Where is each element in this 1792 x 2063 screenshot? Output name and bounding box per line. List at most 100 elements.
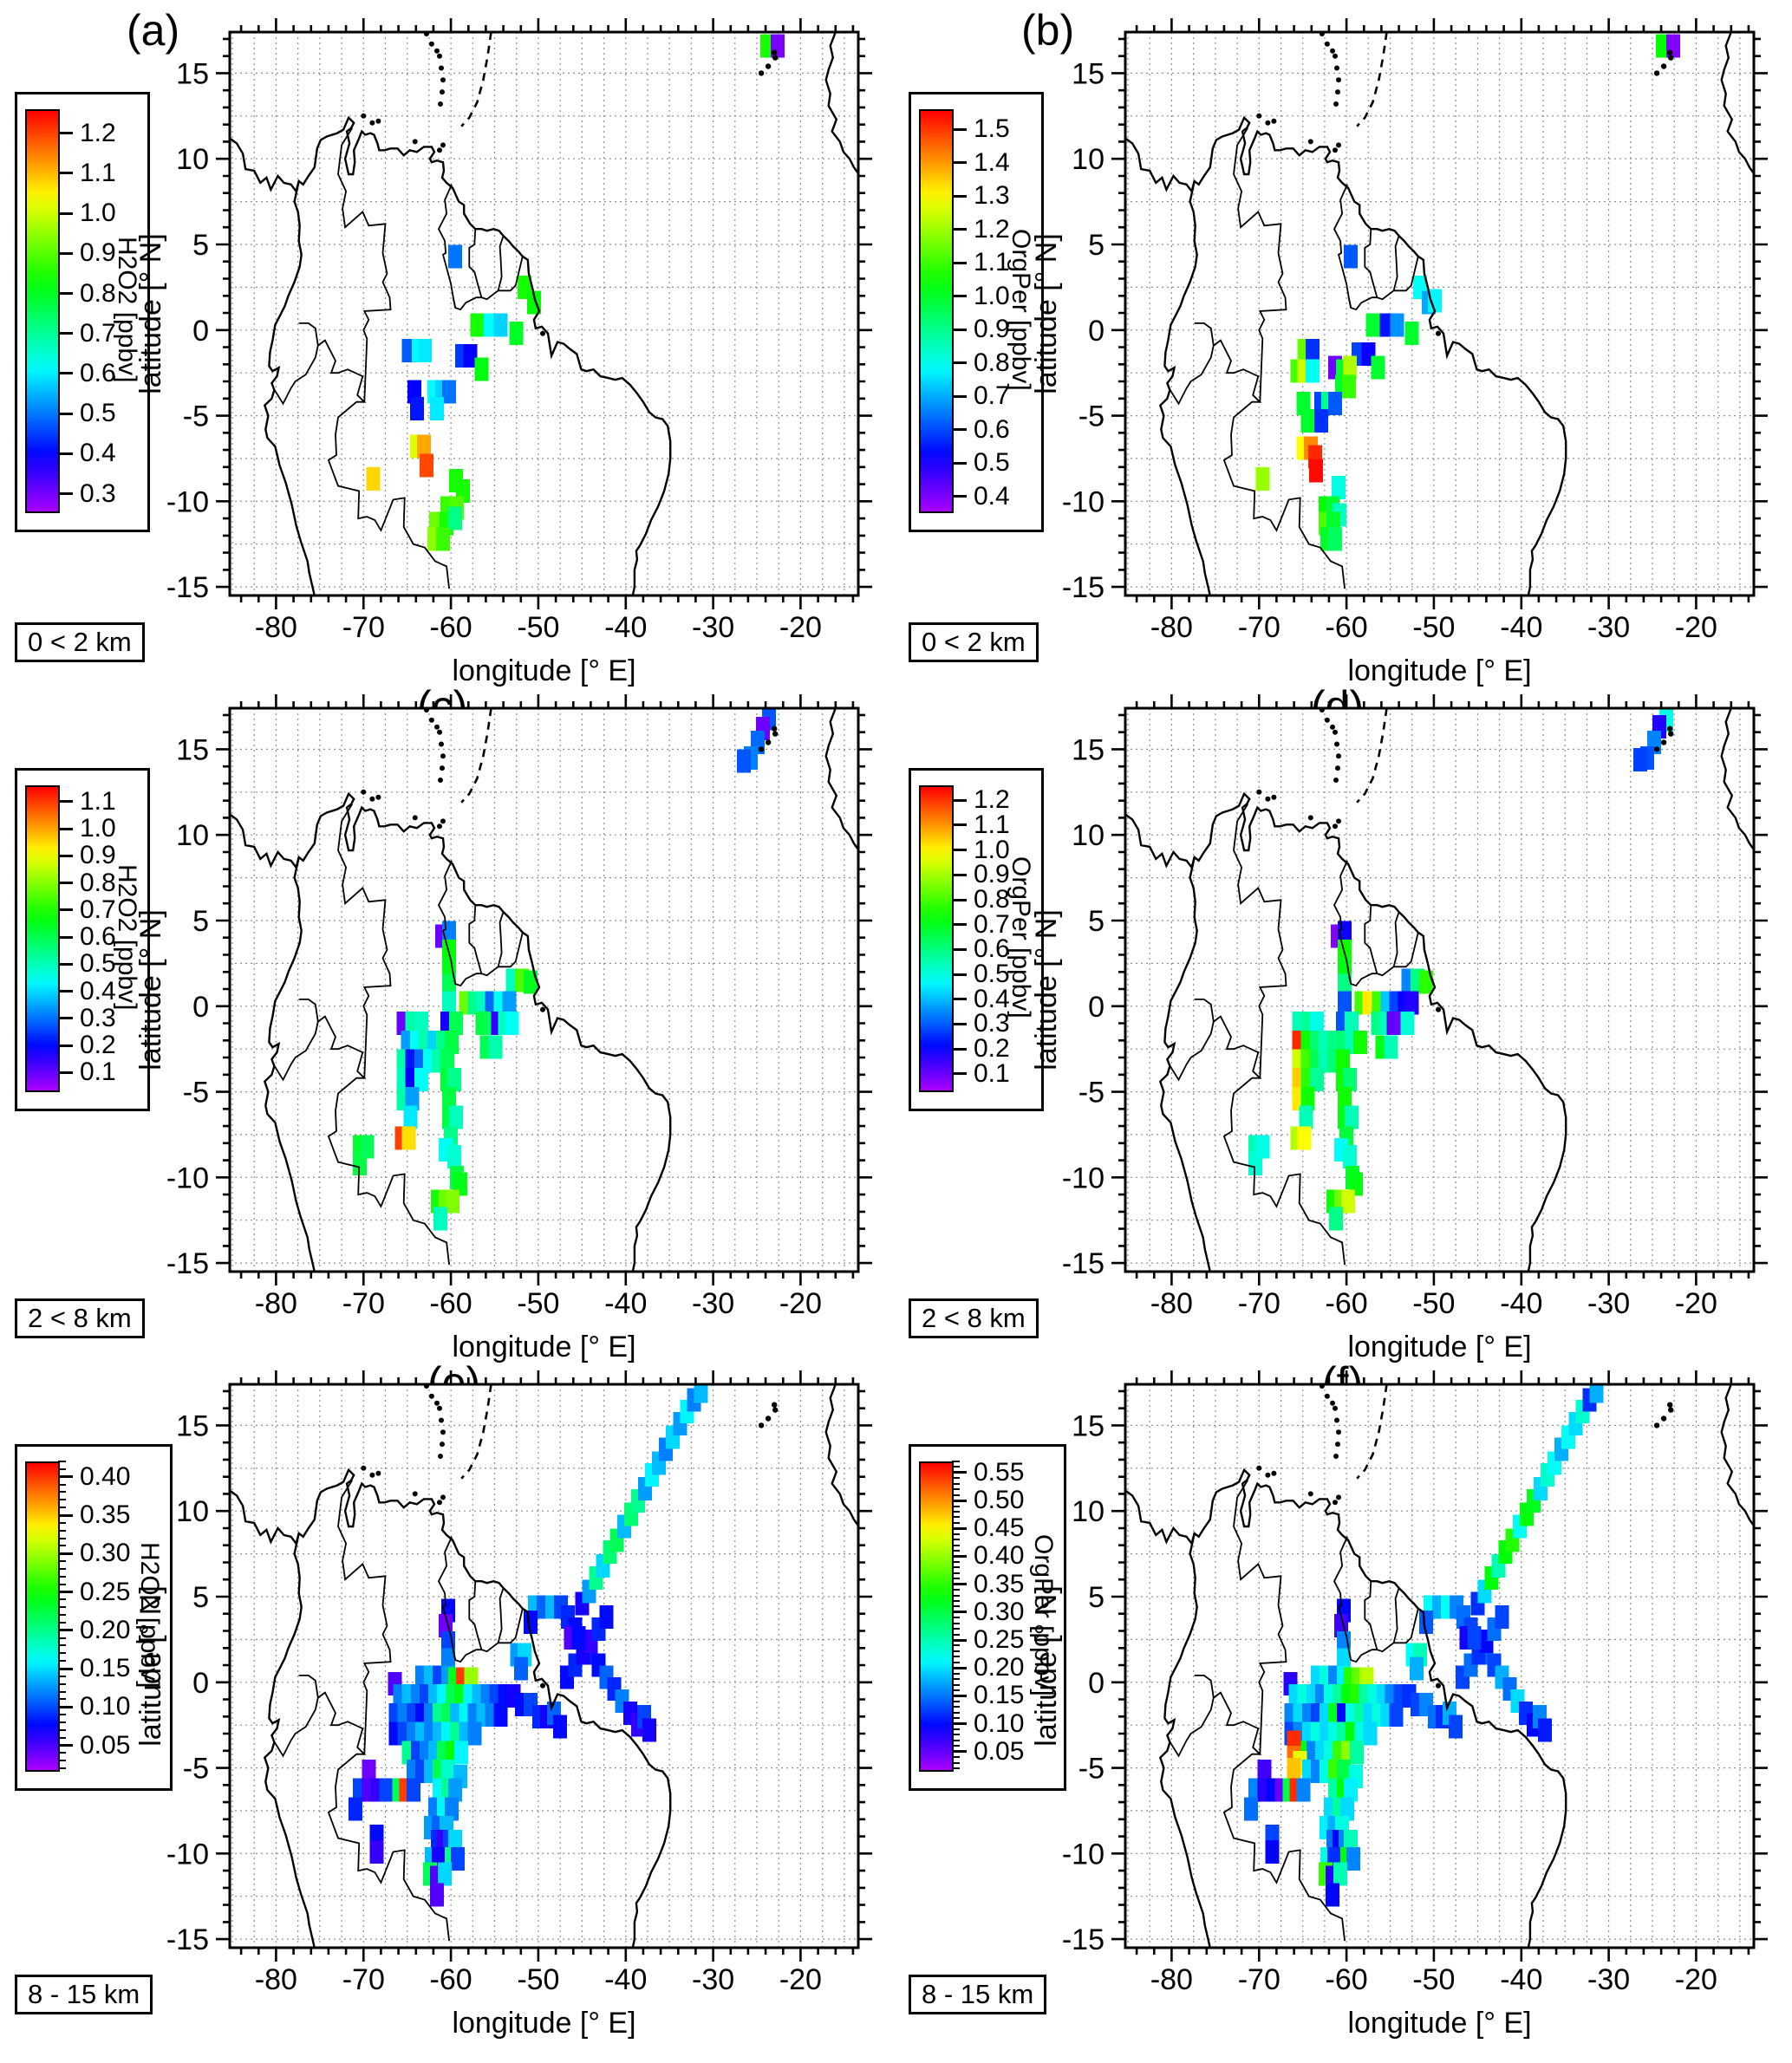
colorbar-tick <box>952 361 967 365</box>
island <box>1436 1682 1441 1689</box>
colorbar-tick-label: 0.4 <box>80 439 116 468</box>
altitude-range-d: 2 < 8 km <box>909 1298 1039 1338</box>
colorbar-tick <box>952 998 967 1001</box>
map-panel-b: -80 -70 -60 -50 -40 -30 -20-15-10-5051015longi… <box>1030 18 1768 687</box>
lon-tick-label: -50 <box>517 611 559 644</box>
colorbar-gradient <box>25 109 60 513</box>
y-axis-title: latitude [° N] <box>134 909 167 1071</box>
lat-tick-label: -15 <box>166 1923 209 1956</box>
lat-tick-label: -5 <box>1078 400 1105 433</box>
colorbar-minor-tick <box>952 1533 960 1535</box>
lon-tick-label: -60 <box>430 611 472 644</box>
colorbar-tick <box>952 1611 967 1614</box>
colorbar-gradient <box>25 1461 60 1772</box>
lon-tick-label: -20 <box>1675 1963 1717 1996</box>
colorbar-tick <box>952 947 967 951</box>
colorbar-minor-tick <box>952 1572 960 1574</box>
africa-coast <box>824 1384 858 1539</box>
colorbar-minor-tick <box>952 1510 960 1513</box>
colorbar-tick <box>58 292 73 295</box>
colorbar-tick <box>952 923 967 927</box>
colorbar-tick-label: 0.4 <box>974 481 1010 511</box>
island <box>428 41 434 47</box>
country-border <box>497 911 505 967</box>
country-border <box>468 1581 483 1650</box>
cape-verde-island <box>1667 49 1673 55</box>
lat-tick-label: -15 <box>1062 1247 1105 1280</box>
colorbar-minor-tick <box>952 1767 960 1769</box>
map-frame <box>228 706 860 1273</box>
colorbar-minor-tick <box>58 1606 66 1609</box>
island <box>440 1429 446 1435</box>
colorbar-tick-label: 0.8 <box>974 885 1010 914</box>
island <box>1333 1405 1338 1411</box>
axis-ticks <box>216 694 872 1285</box>
map-panel-e: -80 -70 -60 -50 -40 -30 -20-15-10-5051015longi… <box>134 1370 872 2040</box>
lat-tick-label: -5 <box>183 1077 209 1110</box>
island <box>439 1417 444 1423</box>
country-border <box>1333 1536 1352 1661</box>
axis-ticks <box>1111 18 1768 609</box>
island <box>1265 796 1271 802</box>
colorbar-minor-tick <box>952 1739 960 1741</box>
colorbar-tick-label: 0.5 <box>974 960 1010 988</box>
lat-tick-label: 5 <box>1088 905 1105 938</box>
colorbar-tick <box>952 849 967 852</box>
island <box>1271 118 1277 124</box>
colorbar-tick <box>58 1705 73 1708</box>
colorbar-minor-tick <box>58 1583 66 1585</box>
colorbar-tick-label: 0.5 <box>80 399 116 428</box>
island <box>1333 823 1338 830</box>
colorbar-tick-label: 1.5 <box>974 114 1010 144</box>
colorbar-tick-label: 0.3 <box>974 1009 1010 1038</box>
colorbar-tick-label: 0.9 <box>974 860 1010 889</box>
island <box>369 796 375 802</box>
island <box>1436 1006 1441 1012</box>
island <box>1336 1494 1341 1500</box>
colorbar-tick <box>952 1722 967 1725</box>
x-axis-title: longitude [° E] <box>1347 654 1531 687</box>
lat-tick-label: -10 <box>1062 485 1105 518</box>
lon-tick-label: -40 <box>604 1963 647 1996</box>
dashed-track <box>1356 708 1388 804</box>
island <box>1333 147 1338 153</box>
colorbar-tick <box>58 854 73 857</box>
colorbar-tick <box>58 1071 73 1074</box>
lon-tick-label: -70 <box>342 1963 385 1996</box>
lat-tick-label: 10 <box>176 1495 209 1528</box>
colorbar-tick-label: 1.0 <box>80 198 116 228</box>
colorbar-tick-label: 1.1 <box>80 786 116 816</box>
colorbar-tick-label: 1.0 <box>974 281 1010 310</box>
cape-verde-island <box>758 1422 765 1428</box>
colorbar-tick <box>952 1694 967 1697</box>
map-frame <box>1124 1383 1756 1949</box>
lat-tick-label: 15 <box>176 733 209 766</box>
colorbar-tick-label: 0.9 <box>974 315 1010 344</box>
coastlines <box>230 708 858 1272</box>
colorbar-tick-label: 0.20 <box>80 1615 131 1644</box>
island <box>1333 1454 1339 1459</box>
colorbar-tick-label: 0.05 <box>80 1730 131 1760</box>
island <box>439 65 444 71</box>
colorbar-minor-tick <box>58 1483 66 1486</box>
island <box>440 77 446 83</box>
colorbar-minor-tick <box>952 1589 960 1591</box>
lon-tick-label: -20 <box>1675 611 1717 644</box>
colorbar-tick <box>952 295 967 298</box>
data-cells <box>1255 34 1681 551</box>
cape-verde-island <box>772 1402 778 1408</box>
colorbar-minor-tick <box>58 1614 66 1616</box>
colorbar-minor-tick <box>952 1544 960 1546</box>
colorbar-minor-tick <box>952 1644 960 1647</box>
colorbar-tick-label: 1.2 <box>80 118 116 147</box>
colorbar-tick <box>58 452 73 455</box>
island <box>1335 1441 1340 1448</box>
lon-tick-label: -60 <box>1326 611 1368 644</box>
colorbar-tick <box>952 1638 967 1642</box>
island <box>540 1006 545 1012</box>
map-background <box>1125 1384 1754 1948</box>
panel-letter-b: (b) <box>1021 6 1075 55</box>
country-border <box>497 235 505 291</box>
colorbar-minor-tick <box>58 1760 66 1762</box>
